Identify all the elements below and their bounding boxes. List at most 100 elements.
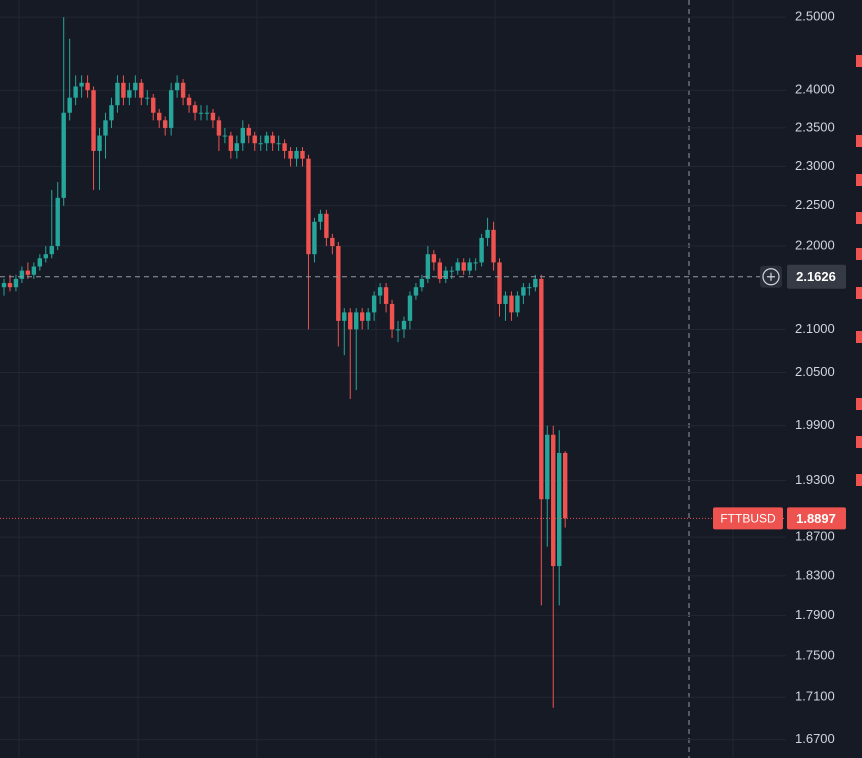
candle-body [79, 82, 84, 87]
y-tick-label: 2.5000 [795, 9, 835, 24]
y-tick-label: 1.7900 [795, 607, 835, 622]
candle-body [228, 135, 234, 151]
candle-body [145, 97, 150, 99]
candle-body [407, 295, 413, 321]
candle-body [336, 246, 341, 321]
candle-body [73, 86, 78, 98]
candle-body [246, 127, 251, 136]
candle-body [67, 97, 72, 113]
crosshair-plus-icon [762, 268, 780, 286]
candle-body [342, 312, 347, 321]
candle-body [437, 262, 443, 279]
candle-body [204, 112, 210, 114]
candle-body [109, 105, 114, 121]
candle-body [306, 158, 311, 255]
edge-marker [856, 331, 862, 343]
candle-body [234, 143, 240, 151]
edge-marker [856, 474, 862, 486]
symbol-label-box [713, 507, 783, 530]
candle-body [485, 229, 490, 238]
candle-body [318, 213, 323, 222]
candle-body [527, 287, 532, 289]
y-tick-label: 1.9300 [795, 472, 835, 487]
candle-body [377, 287, 383, 296]
edge-marker [856, 398, 862, 410]
candle-body [288, 150, 293, 159]
candle-body [31, 266, 37, 275]
candle-body [264, 135, 269, 144]
y-tick-label: 2.2000 [795, 237, 835, 252]
candle-body [85, 82, 90, 91]
candle-body [473, 262, 478, 264]
candle-body [383, 287, 389, 304]
candle-body [300, 150, 305, 159]
candle-body [395, 329, 401, 331]
candle-body [431, 254, 437, 263]
right-edge-markers [856, 55, 862, 486]
y-tick-label: 2.3500 [795, 119, 835, 134]
candle-body [121, 82, 126, 98]
candle-body [443, 270, 448, 279]
y-tick-label: 1.7500 [795, 647, 835, 662]
crosshair-price-box [787, 264, 846, 289]
edge-marker [856, 436, 862, 448]
candle-body [324, 213, 329, 238]
candle-body [389, 303, 395, 330]
candle-body [240, 127, 245, 144]
candle-body [216, 120, 222, 136]
candle-body [276, 143, 281, 145]
candle-body [174, 82, 180, 91]
candle-body [97, 135, 102, 151]
candle-body [330, 237, 335, 247]
edge-marker [856, 248, 862, 260]
candle-body [13, 278, 19, 288]
crosshair-price-label: 2.1626 [796, 269, 836, 284]
candle-body [539, 278, 544, 500]
candle-body [252, 135, 257, 144]
candle-body [282, 143, 287, 151]
candle-body [401, 320, 407, 330]
y-tick-label: 2.3000 [795, 158, 835, 173]
candle-body [503, 295, 508, 304]
candle-body [455, 262, 460, 271]
symbol-label: FTTBUSD [720, 512, 776, 526]
candle-body [133, 82, 138, 91]
candle-body [449, 270, 454, 272]
y-tick-label: 2.2500 [795, 197, 835, 212]
candle-body [151, 97, 156, 113]
candle-body [354, 312, 359, 330]
candle-body [1, 283, 7, 288]
candle-body [91, 90, 96, 151]
y-tick-label: 2.4000 [795, 82, 835, 97]
candle-body [258, 143, 263, 145]
candle-body [61, 112, 66, 198]
candle-body [557, 452, 562, 567]
edge-marker [856, 174, 862, 186]
candle-body [419, 278, 425, 288]
candle-body [222, 135, 228, 137]
candle-body [479, 237, 484, 263]
last-price-box [787, 507, 846, 530]
candle-body [180, 82, 186, 98]
edge-marker [856, 212, 862, 224]
candle-body [425, 254, 431, 279]
candle-body [491, 229, 496, 263]
candle-body [348, 312, 353, 330]
candle-body [461, 262, 466, 271]
candle-body [515, 295, 520, 313]
y-tick-label: 1.9900 [795, 417, 835, 432]
candle-body [551, 434, 556, 567]
last-price-label: 1.8897 [796, 511, 836, 526]
candle-body [37, 258, 43, 267]
candle-body [312, 221, 317, 255]
candle-body [270, 135, 275, 144]
y-tick-label: 1.8300 [795, 567, 835, 582]
y-tick-label: 2.0500 [795, 364, 835, 379]
candle-body [115, 82, 120, 106]
candle-body [413, 287, 419, 296]
candle-body [192, 105, 198, 113]
candle-body [103, 120, 108, 136]
y-tick-label: 2.1000 [795, 321, 835, 336]
candle-body [198, 112, 204, 114]
candle-body [497, 262, 502, 304]
